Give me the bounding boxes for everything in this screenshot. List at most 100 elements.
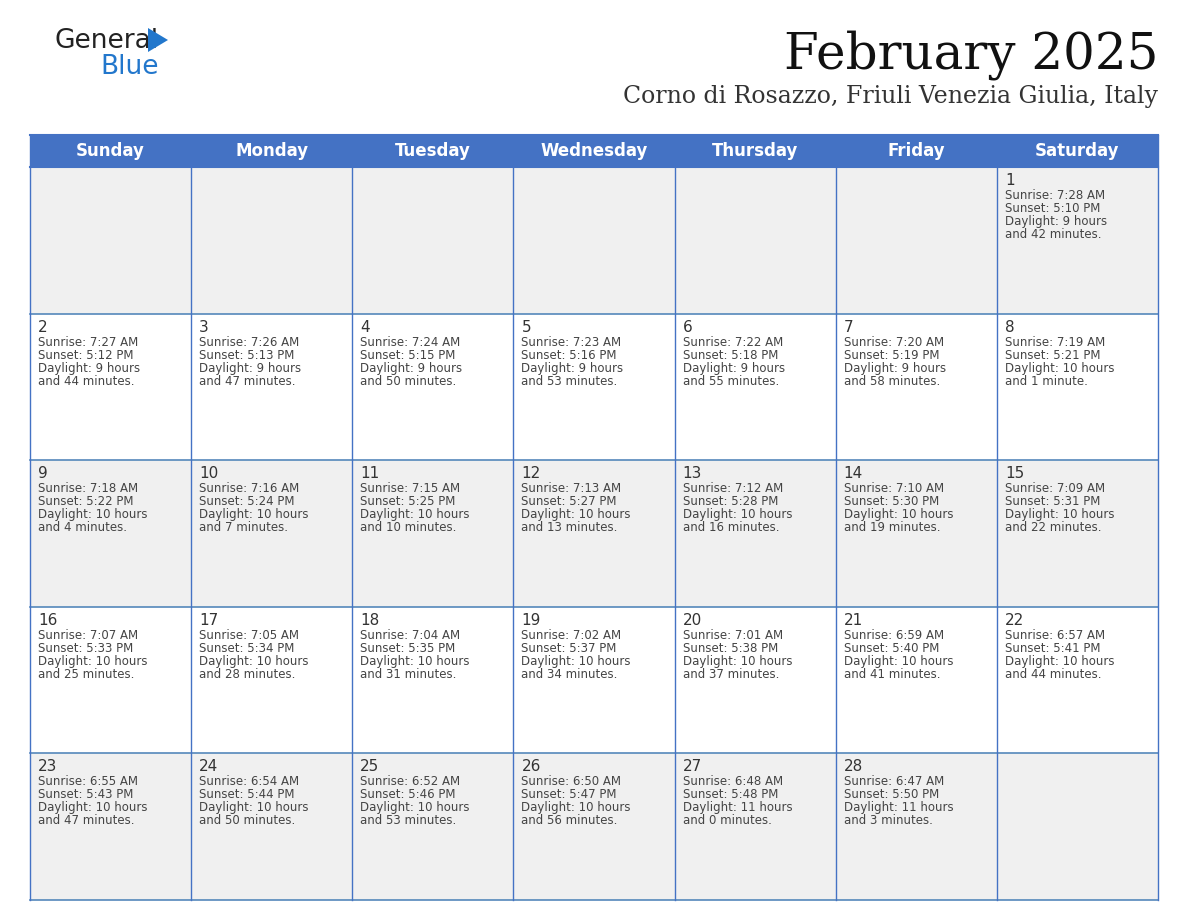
Text: 16: 16 [38, 613, 57, 628]
Bar [30, 314, 191, 460]
Text: Sunrise: 6:50 AM: Sunrise: 6:50 AM [522, 776, 621, 789]
Text: 26: 26 [522, 759, 541, 775]
Text: Daylight: 11 hours: Daylight: 11 hours [843, 801, 953, 814]
Text: and 28 minutes.: and 28 minutes. [200, 667, 296, 681]
Text: Sunset: 5:33 PM: Sunset: 5:33 PM [38, 642, 133, 655]
Text: Sunset: 5:16 PM: Sunset: 5:16 PM [522, 349, 617, 362]
Text: Sunset: 5:35 PM: Sunset: 5:35 PM [360, 642, 455, 655]
Bar [835, 460, 997, 607]
Bar [675, 460, 835, 607]
Text: Sunrise: 7:27 AM: Sunrise: 7:27 AM [38, 336, 138, 349]
Text: 23: 23 [38, 759, 57, 775]
Text: and 37 minutes.: and 37 minutes. [683, 667, 779, 681]
Text: and 53 minutes.: and 53 minutes. [522, 375, 618, 387]
Text: 4: 4 [360, 319, 369, 334]
Text: Daylight: 10 hours: Daylight: 10 hours [360, 655, 469, 667]
Text: and 56 minutes.: and 56 minutes. [522, 814, 618, 827]
Text: Sunset: 5:22 PM: Sunset: 5:22 PM [38, 495, 133, 509]
Bar [513, 754, 675, 900]
Text: Sunrise: 7:15 AM: Sunrise: 7:15 AM [360, 482, 461, 495]
Text: Daylight: 9 hours: Daylight: 9 hours [38, 362, 140, 375]
Polygon shape [148, 28, 168, 52]
Bar [997, 314, 1158, 460]
Text: Daylight: 10 hours: Daylight: 10 hours [200, 655, 309, 667]
Bar [191, 167, 353, 314]
Text: and 44 minutes.: and 44 minutes. [1005, 667, 1101, 681]
Text: Wednesday: Wednesday [541, 142, 647, 160]
Text: Sunrise: 6:59 AM: Sunrise: 6:59 AM [843, 629, 943, 642]
Text: 19: 19 [522, 613, 541, 628]
Text: Sunset: 5:50 PM: Sunset: 5:50 PM [843, 789, 939, 801]
Text: Daylight: 10 hours: Daylight: 10 hours [522, 655, 631, 667]
Text: Daylight: 10 hours: Daylight: 10 hours [683, 509, 792, 521]
Bar [191, 460, 353, 607]
Text: and 44 minutes.: and 44 minutes. [38, 375, 134, 387]
Text: Corno di Rosazzo, Friuli Venezia Giulia, Italy: Corno di Rosazzo, Friuli Venezia Giulia,… [623, 85, 1158, 108]
Bar [997, 754, 1158, 900]
Text: 3: 3 [200, 319, 209, 334]
Text: Sunrise: 7:13 AM: Sunrise: 7:13 AM [522, 482, 621, 495]
Text: Sunset: 5:25 PM: Sunset: 5:25 PM [360, 495, 456, 509]
Text: Sunrise: 7:04 AM: Sunrise: 7:04 AM [360, 629, 461, 642]
Text: Tuesday: Tuesday [394, 142, 470, 160]
Bar [191, 607, 353, 754]
Text: Daylight: 10 hours: Daylight: 10 hours [843, 509, 953, 521]
Text: Saturday: Saturday [1035, 142, 1119, 160]
Bar [30, 607, 191, 754]
Bar [353, 314, 513, 460]
Text: and 16 minutes.: and 16 minutes. [683, 521, 779, 534]
Bar [675, 314, 835, 460]
Text: Sunset: 5:15 PM: Sunset: 5:15 PM [360, 349, 456, 362]
Text: and 19 minutes.: and 19 minutes. [843, 521, 940, 534]
Text: Sunset: 5:19 PM: Sunset: 5:19 PM [843, 349, 940, 362]
Text: Sunset: 5:10 PM: Sunset: 5:10 PM [1005, 202, 1100, 215]
Text: 5: 5 [522, 319, 531, 334]
Bar [513, 460, 675, 607]
Text: Daylight: 10 hours: Daylight: 10 hours [200, 801, 309, 814]
Text: and 4 minutes.: and 4 minutes. [38, 521, 127, 534]
Text: Daylight: 10 hours: Daylight: 10 hours [200, 509, 309, 521]
Text: Sunrise: 6:48 AM: Sunrise: 6:48 AM [683, 776, 783, 789]
Bar [835, 314, 997, 460]
Text: 17: 17 [200, 613, 219, 628]
Text: Sunset: 5:12 PM: Sunset: 5:12 PM [38, 349, 133, 362]
Text: Sunset: 5:43 PM: Sunset: 5:43 PM [38, 789, 133, 801]
Text: and 47 minutes.: and 47 minutes. [200, 375, 296, 387]
Text: 2: 2 [38, 319, 48, 334]
Bar [997, 460, 1158, 607]
Bar [675, 607, 835, 754]
Bar [513, 314, 675, 460]
Text: and 1 minute.: and 1 minute. [1005, 375, 1088, 387]
Text: Friday: Friday [887, 142, 946, 160]
Text: Sunset: 5:18 PM: Sunset: 5:18 PM [683, 349, 778, 362]
Text: and 53 minutes.: and 53 minutes. [360, 814, 456, 827]
Text: Daylight: 10 hours: Daylight: 10 hours [38, 509, 147, 521]
Text: 6: 6 [683, 319, 693, 334]
Bar [997, 167, 1158, 314]
Text: and 22 minutes.: and 22 minutes. [1005, 521, 1101, 534]
Bar [675, 167, 835, 314]
Text: Daylight: 10 hours: Daylight: 10 hours [1005, 655, 1114, 667]
Text: Sunset: 5:47 PM: Sunset: 5:47 PM [522, 789, 617, 801]
Text: Sunrise: 7:09 AM: Sunrise: 7:09 AM [1005, 482, 1105, 495]
Bar [30, 167, 191, 314]
Bar [353, 460, 513, 607]
Text: 25: 25 [360, 759, 379, 775]
Text: 1: 1 [1005, 173, 1015, 188]
Text: Blue: Blue [100, 54, 158, 80]
Text: Sunrise: 6:47 AM: Sunrise: 6:47 AM [843, 776, 944, 789]
Bar [30, 754, 191, 900]
Bar [675, 754, 835, 900]
Text: 7: 7 [843, 319, 853, 334]
Bar [353, 135, 513, 167]
Text: 9: 9 [38, 466, 48, 481]
Text: Sunrise: 6:54 AM: Sunrise: 6:54 AM [200, 776, 299, 789]
Text: Sunset: 5:44 PM: Sunset: 5:44 PM [200, 789, 295, 801]
Text: and 58 minutes.: and 58 minutes. [843, 375, 940, 387]
Text: Daylight: 10 hours: Daylight: 10 hours [1005, 509, 1114, 521]
Bar [30, 135, 191, 167]
Text: and 10 minutes.: and 10 minutes. [360, 521, 456, 534]
Bar [513, 135, 675, 167]
Text: Sunset: 5:48 PM: Sunset: 5:48 PM [683, 789, 778, 801]
Text: Daylight: 10 hours: Daylight: 10 hours [683, 655, 792, 667]
